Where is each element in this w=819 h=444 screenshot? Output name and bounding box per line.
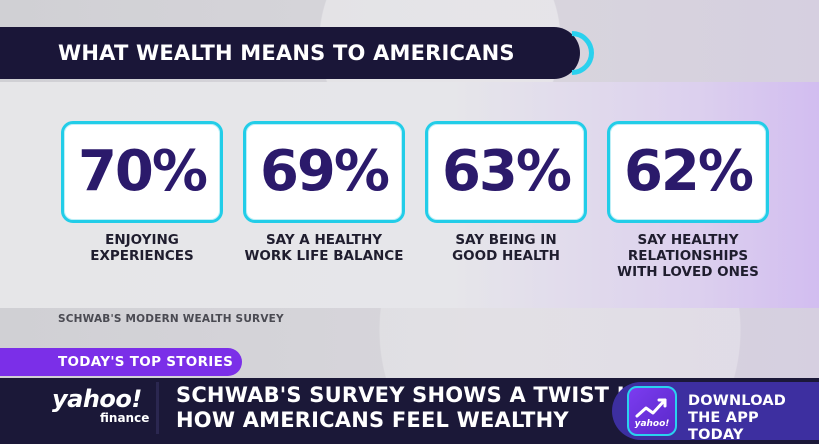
app-icon-label: yahoo! [634, 419, 670, 429]
graphic-title-bar: WHAT WEALTH MEANS TO AMERICANS [0, 21, 604, 85]
download-app-text: DOWNLOAD THE APP TODAY [688, 393, 787, 440]
stat-label: SAY BEING IN GOOD HEALTH [452, 232, 560, 264]
stat-card-good-health: 63% SAY BEING IN GOOD HEALTH [422, 121, 590, 264]
stat-box: 62% [607, 121, 769, 223]
stat-label: SAY HEALTHY RELATIONSHIPS WITH LOVED ONE… [617, 232, 759, 280]
stat-box: 70% [61, 121, 223, 223]
graphic-title: WHAT WEALTH MEANS TO AMERICANS [58, 41, 515, 65]
stat-value: 70% [77, 139, 208, 204]
stat-label: ENJOYING EXPERIENCES [90, 232, 194, 264]
download-app-promo[interactable]: yahoo! DOWNLOAD THE APP TODAY [612, 382, 819, 440]
lower-third-divider [156, 382, 159, 434]
logo-finance-text: finance [100, 411, 150, 425]
trend-chart-icon: yahoo! [627, 386, 677, 436]
stat-value: 69% [259, 139, 390, 204]
stat-card-work-life-balance: 69% SAY A HEALTHY WORK LIFE BALANCE [240, 121, 408, 264]
stat-card-experiences: 70% ENJOYING EXPERIENCES [58, 121, 226, 264]
stat-box: 69% [243, 121, 405, 223]
stat-value: 62% [623, 139, 754, 204]
stat-card-relationships: 62% SAY HEALTHY RELATIONSHIPS WITH LOVED… [604, 121, 772, 280]
stat-label: SAY A HEALTHY WORK LIFE BALANCE [244, 232, 404, 264]
stat-value: 63% [441, 139, 572, 204]
stat-box: 63% [425, 121, 587, 223]
source-caption: SCHWAB'S MODERN WEALTH SURVEY [58, 313, 284, 325]
logo-yahoo-text: yahoo! [52, 385, 142, 413]
top-stories-label: TODAY'S TOP STORIES [58, 354, 234, 370]
top-stories-tag: TODAY'S TOP STORIES [0, 348, 242, 376]
yahoo-finance-logo: yahoo! finance [52, 386, 149, 424]
headline: SCHWAB'S SURVEY SHOWS A TWIST IN HOW AME… [176, 383, 642, 432]
